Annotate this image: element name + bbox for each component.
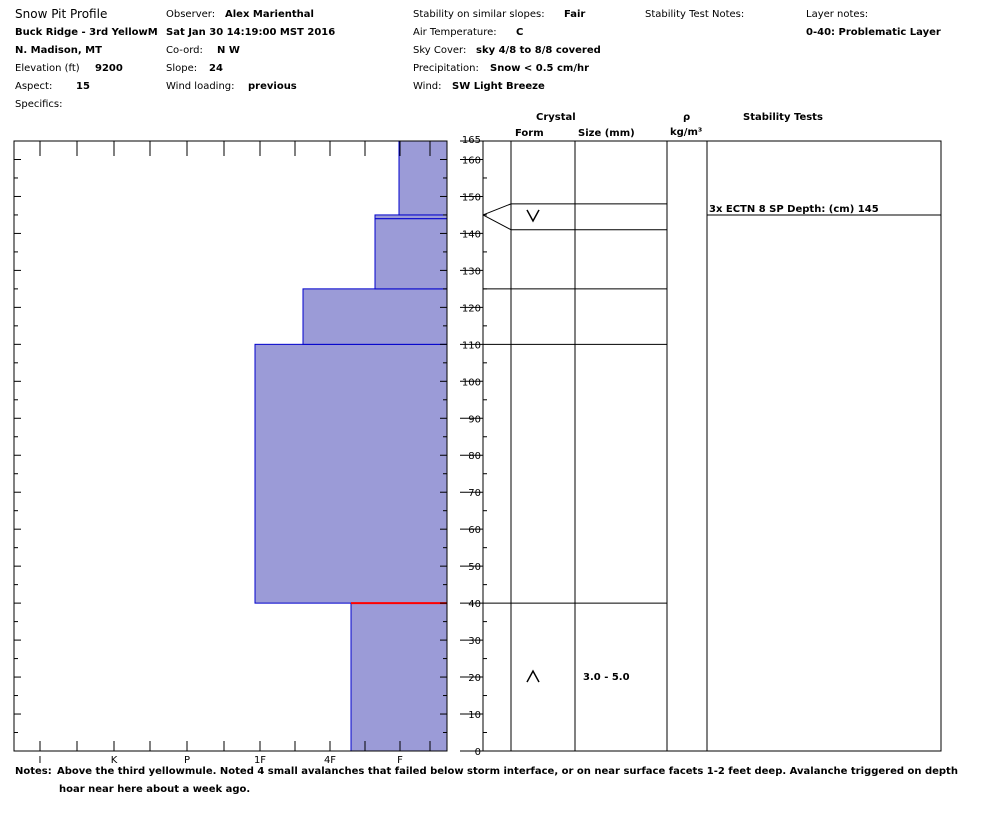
sky-value: sky 4/8 to 8/8 covered bbox=[476, 45, 601, 56]
stability-value: Fair bbox=[564, 9, 586, 20]
crystal-size: 3.0 - 5.0 bbox=[583, 672, 630, 683]
specifics-label: Specifics: bbox=[15, 99, 63, 110]
depth-label: 120 bbox=[462, 303, 481, 314]
depth-label: 50 bbox=[468, 562, 481, 573]
stability-notes-label: Stability Test Notes: bbox=[645, 9, 745, 20]
wind-label: Wind: bbox=[413, 81, 442, 92]
depth-label: 150 bbox=[462, 192, 481, 203]
sky-label: Sky Cover: bbox=[413, 45, 467, 56]
depth-label: 90 bbox=[468, 414, 481, 425]
hardness-label: F bbox=[397, 755, 403, 766]
elevation-label: Elevation (ft) bbox=[15, 63, 80, 74]
layer-boundaries bbox=[482, 203, 667, 604]
depth-label: 140 bbox=[462, 229, 481, 240]
hardness-layer bbox=[374, 214, 448, 220]
slope-value: 24 bbox=[209, 63, 223, 74]
chart-frame bbox=[13, 140, 942, 752]
hardness-layer bbox=[254, 343, 448, 604]
elevation-value: 9200 bbox=[95, 63, 123, 74]
crystal-header: Crystal bbox=[536, 112, 576, 123]
depth-label: 100 bbox=[462, 377, 481, 388]
hardness-layer bbox=[350, 602, 448, 752]
crystal-symbols: 3.0 - 5.0 bbox=[526, 209, 630, 683]
air-temp-label: Air Temperature: bbox=[413, 27, 497, 38]
depth-label: 80 bbox=[468, 451, 481, 462]
observer-label: Observer: bbox=[166, 9, 216, 20]
hardness-label: K bbox=[111, 755, 118, 766]
air-temp-value: C bbox=[516, 27, 524, 38]
depth-label: 70 bbox=[468, 488, 481, 499]
stability-test-marks: 3x ECTN 8 SP Depth: (cm) 145 bbox=[707, 204, 941, 216]
wind-loading-value: previous bbox=[248, 81, 297, 92]
surface-hoar-icon bbox=[526, 209, 540, 223]
density-symbol: ρ bbox=[683, 112, 691, 123]
hardness-plot-frame bbox=[13, 140, 448, 752]
notes-label: Notes: bbox=[15, 766, 52, 777]
hardness-layer bbox=[374, 218, 448, 290]
hardness-label: 4F bbox=[324, 755, 336, 766]
aspect-label: Aspect: bbox=[15, 81, 53, 92]
depth-label: 10 bbox=[468, 710, 481, 721]
page-title: Snow Pit Profile bbox=[15, 7, 108, 21]
wind-loading-label: Wind loading: bbox=[166, 81, 235, 92]
hardness-layers bbox=[254, 140, 448, 752]
layer-note: 0-40: Problematic Layer bbox=[806, 27, 941, 38]
aspect-value: 15 bbox=[76, 81, 90, 92]
notes-line-1: Above the third yellowmule. Noted 4 smal… bbox=[57, 766, 958, 777]
depth-label: 20 bbox=[468, 673, 481, 684]
slope-label: Slope: bbox=[166, 63, 198, 74]
hardness-axis: I K P 1F 4F F bbox=[39, 141, 431, 766]
density-unit: kg/m³ bbox=[670, 127, 703, 138]
hardness-layer bbox=[398, 140, 448, 216]
depth-label: 160 bbox=[462, 155, 481, 166]
stability-test-label: 3x ECTN 8 SP Depth: (cm) 145 bbox=[709, 204, 879, 215]
depth-label: 60 bbox=[468, 525, 481, 536]
location: Buck Ridge - 3rd YellowM bbox=[15, 27, 158, 38]
layer-connector bbox=[482, 203, 512, 216]
region: N. Madison, MT bbox=[15, 45, 102, 56]
coord-label: Co-ord: bbox=[166, 45, 203, 56]
wind-value: SW Light Breeze bbox=[452, 81, 545, 92]
layer-notes-label: Layer notes: bbox=[806, 9, 869, 20]
stability-tests-header: Stability Tests bbox=[743, 112, 823, 123]
size-header: Size (mm) bbox=[578, 128, 635, 139]
stability-label: Stability on similar slopes: bbox=[413, 9, 545, 20]
form-header: Form bbox=[515, 128, 544, 139]
observer-value: Alex Marienthal bbox=[225, 9, 314, 20]
precip-value: Snow < 0.5 cm/hr bbox=[490, 63, 590, 74]
depth-label: 130 bbox=[462, 266, 481, 277]
hardness-label: P bbox=[184, 755, 190, 766]
depth-top-label: 165 bbox=[462, 135, 481, 146]
depth-label: 0 bbox=[475, 747, 481, 758]
depth-label: 40 bbox=[468, 599, 481, 610]
depth-hoar-icon bbox=[526, 669, 540, 683]
hardness-label: I bbox=[39, 755, 42, 766]
depth-label: 110 bbox=[462, 340, 481, 351]
datetime: Sat Jan 30 14:19:00 MST 2016 bbox=[166, 27, 336, 38]
depth-label: 30 bbox=[468, 636, 481, 647]
coord-value: N W bbox=[217, 45, 240, 56]
layer-connector bbox=[482, 214, 512, 231]
data-table-frame bbox=[482, 140, 942, 752]
hardness-label: 1F bbox=[254, 755, 266, 766]
hardness-layer bbox=[302, 288, 448, 345]
precip-label: Precipitation: bbox=[413, 63, 479, 74]
notes-line-2: hoar near here about a week ago. bbox=[59, 784, 251, 795]
